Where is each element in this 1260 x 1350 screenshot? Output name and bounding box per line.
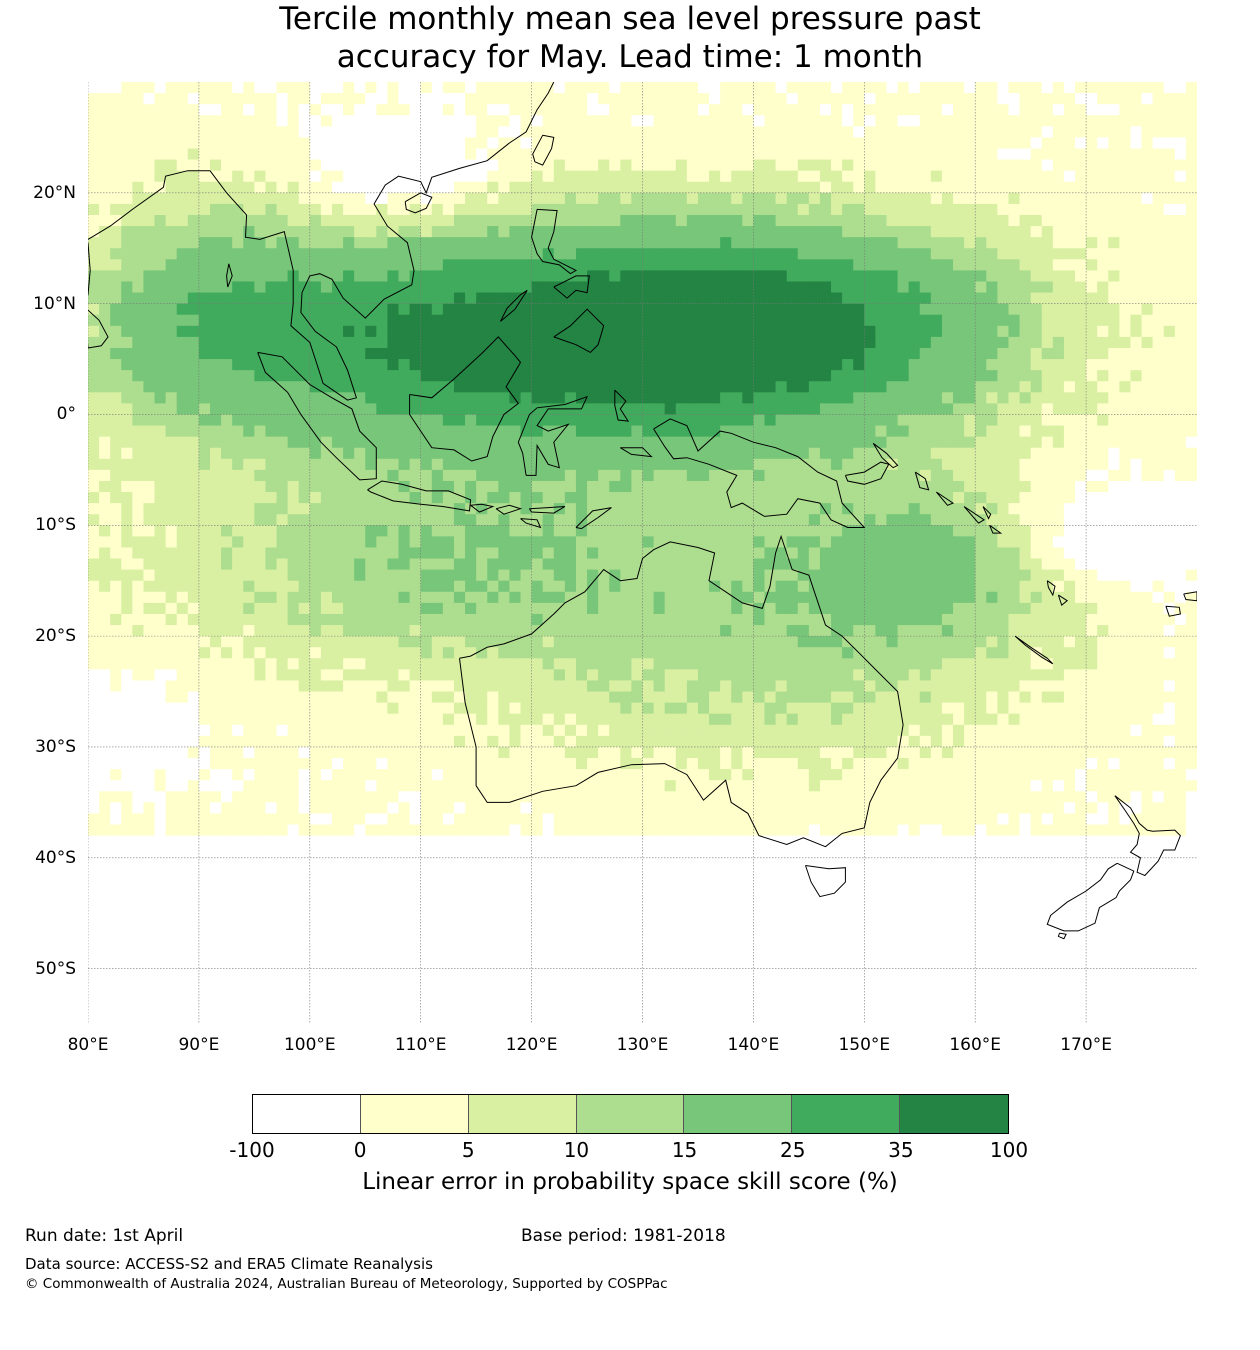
title-line-1: Tercile monthly mean sea level pressure …: [279, 1, 981, 37]
colorbar-segment: [684, 1095, 793, 1133]
title-line-2: accuracy for May. Lead time: 1 month: [336, 39, 924, 75]
coastline-new-britain: [844, 461, 890, 485]
coastline-india: [88, 242, 91, 296]
coastline-bali-lombok: [470, 503, 495, 513]
skill-score-field: [88, 82, 1197, 1024]
longitude-label: 150°E: [838, 1035, 891, 1055]
coastline-java: [367, 480, 472, 512]
coastline-borneo: [409, 336, 522, 462]
coastlines: [88, 82, 1197, 940]
coastline-new-caledonia: [1014, 635, 1054, 665]
colorbar-label: Linear error in probability space skill …: [362, 1169, 898, 1195]
coastline-hainan: [404, 192, 433, 214]
coastline-sumba: [520, 518, 542, 529]
latitude-label: 20°N: [33, 182, 76, 203]
coastline-sumbawa: [495, 504, 523, 515]
latitude-label: 0°: [56, 404, 76, 425]
coastline-asia: [209, 82, 555, 401]
longitude-label: 170°E: [1060, 1035, 1112, 1055]
colorbar-tick-label: 0: [353, 1138, 367, 1162]
coastline-palawan: [500, 289, 528, 322]
colorbar-tick-label: 5: [461, 1138, 475, 1162]
coastline-tasmania: [805, 865, 846, 898]
coastline-nz-south: [1046, 862, 1135, 932]
coastline-nz-north: [1114, 795, 1181, 877]
colorbar-segment: [468, 1095, 577, 1133]
longitude-label: 80°E: [67, 1035, 109, 1055]
coastline-vanuatu: [1046, 580, 1056, 597]
coastline-mindanao: [553, 308, 605, 354]
chart-title: Tercile monthly mean sea level pressure …: [0, 0, 1260, 76]
coastline-andaman: [226, 263, 233, 288]
coastline-sumatra: [257, 351, 377, 481]
copyright: © Commonwealth of Australia 2024, Austra…: [25, 1276, 668, 1292]
coastline-visayas: [553, 275, 590, 299]
run-date: Run date: 1st April: [25, 1226, 184, 1246]
coastline-fiji: [1165, 605, 1181, 617]
coastline-sri-lanka: [88, 309, 109, 349]
colorbar-segment: [900, 1095, 1008, 1133]
skill-map: [88, 82, 1197, 1024]
colorbar-segment: [253, 1095, 361, 1133]
colorbar-segment: [792, 1095, 901, 1133]
graticule: [88, 82, 1197, 1024]
colorbar-tick-label: 10: [563, 1138, 590, 1162]
coastline-solomon-1: [936, 491, 955, 506]
longitude-label: 120°E: [505, 1035, 558, 1055]
latitude-label: 30°S: [35, 736, 76, 757]
latitude-label: 10°S: [35, 515, 76, 536]
coastline-solomon-2: [963, 506, 986, 524]
coastline-new-ireland: [872, 442, 899, 469]
longitude-label: 110°E: [394, 1035, 447, 1055]
coastline-luzon: [531, 208, 578, 275]
coastline-australia: [459, 534, 904, 848]
coastline-fiji-2: [1183, 591, 1197, 602]
latitude-label: 50°S: [35, 958, 76, 979]
coastline-stewart: [1057, 932, 1067, 940]
longitude-label: 100°E: [283, 1035, 336, 1055]
latitude-label: 40°S: [35, 847, 76, 868]
data-source: Data source: ACCESS-S2 and ERA5 Climate …: [25, 1255, 433, 1273]
longitude-label: 160°E: [949, 1035, 1002, 1055]
colorbar: [252, 1094, 1009, 1134]
coastline-vanuatu-2: [1057, 594, 1069, 606]
coastline-solomon-4: [989, 524, 1003, 534]
latitude-label: 20°S: [35, 626, 76, 647]
colorbar-tick-label: 100: [989, 1138, 1029, 1162]
colorbar-tick-label: 25: [779, 1138, 806, 1162]
coastline-bougainville: [914, 471, 930, 491]
coastline-solomon-3: [982, 506, 992, 520]
coastline-halmahera: [614, 389, 630, 422]
colorbar-tick-label: 15: [671, 1138, 698, 1162]
coastline-india-east: [88, 170, 210, 240]
longitude-label: 90°E: [178, 1035, 220, 1055]
longitude-label: 130°E: [616, 1035, 669, 1055]
coastline-seram: [620, 447, 653, 458]
base-period: Base period: 1981-2018: [521, 1226, 726, 1246]
colorbar-tick-label: 35: [888, 1138, 914, 1162]
coastline-timor: [575, 507, 612, 530]
coastline-flores: [528, 506, 566, 514]
latitude-label: 10°N: [33, 293, 76, 314]
colorbar-tick-label: -100: [229, 1138, 275, 1162]
colorbar-segment: [360, 1095, 469, 1133]
coastline-new-guinea: [653, 418, 866, 528]
coastline-sulawesi: [517, 395, 589, 476]
colorbar-segment: [576, 1095, 685, 1133]
coastline-taiwan: [532, 134, 555, 166]
longitude-label: 140°E: [727, 1035, 780, 1055]
